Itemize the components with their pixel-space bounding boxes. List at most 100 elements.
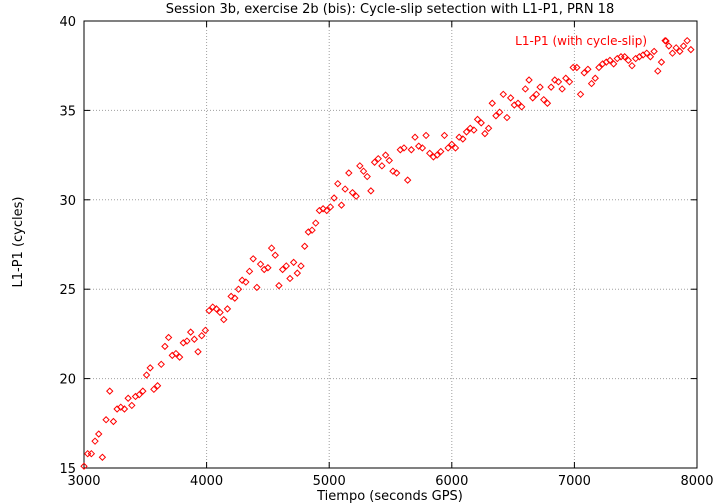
data-point (683, 36, 691, 45)
data-point (117, 403, 125, 411)
data-point (606, 56, 614, 65)
data-point (687, 45, 695, 54)
data-point (466, 124, 474, 132)
data-points (80, 36, 695, 470)
y-tick-label: 40 (59, 15, 76, 30)
data-point (142, 371, 151, 379)
data-point (227, 292, 235, 301)
chart-title: Session 3b, exercise 2b (bis): Cycle-sli… (166, 2, 614, 17)
data-point (495, 108, 504, 116)
data-point (106, 387, 114, 395)
data-point (120, 405, 129, 413)
data-point (448, 140, 456, 149)
data-point (334, 180, 342, 188)
x-tick-label: 3000 (67, 474, 100, 489)
data-point (389, 167, 397, 175)
data-point (128, 401, 136, 410)
data-point (164, 333, 173, 342)
data-point (679, 42, 688, 50)
data-point (591, 74, 599, 82)
data-point (175, 353, 184, 361)
plot-border (83, 20, 698, 469)
data-point (363, 172, 371, 181)
data-point (183, 337, 191, 345)
data-point (205, 306, 213, 315)
data-point (481, 129, 489, 138)
data-point (91, 437, 99, 445)
data-point (565, 78, 574, 86)
data-point (98, 453, 107, 461)
data-point (525, 76, 533, 84)
x-tick-label: 8000 (680, 474, 713, 489)
data-point (297, 262, 305, 270)
data-point (201, 326, 210, 335)
data-point (676, 47, 684, 56)
data-point (418, 144, 427, 152)
y-tick-label: 20 (59, 373, 76, 388)
x-tick-label: 6000 (435, 474, 468, 489)
data-point (289, 258, 298, 267)
data-point (245, 267, 254, 276)
data-point (624, 56, 633, 65)
y-tick-label: 35 (59, 104, 76, 119)
data-point (558, 85, 566, 93)
data-point (440, 131, 449, 140)
data-point (359, 167, 368, 175)
data-point (271, 251, 279, 259)
data-point (484, 124, 493, 132)
data-point (278, 265, 287, 274)
data-point (547, 83, 555, 91)
data-point (657, 58, 666, 66)
data-point (654, 67, 662, 75)
data-point (426, 149, 434, 158)
data-point (341, 185, 349, 193)
data-point (312, 219, 320, 227)
data-point (282, 262, 290, 270)
data-point (135, 390, 143, 399)
data-point (433, 151, 441, 159)
data-point (551, 76, 559, 84)
y-axis-label: L1-P1 (cycles) (11, 197, 26, 288)
data-point (595, 63, 603, 72)
data-point (139, 387, 147, 395)
data-point (157, 360, 165, 369)
axis-ticks: 3000 4000 5000 6000 7000 8000 15 20 25 30 35 40 (59, 15, 713, 489)
data-point (587, 79, 596, 88)
data-point (400, 144, 408, 152)
data-point (231, 294, 239, 302)
data-point (124, 394, 132, 402)
data-point (536, 83, 544, 91)
data-point (146, 364, 154, 372)
data-point (540, 95, 548, 104)
data-point (576, 90, 585, 99)
data-point (308, 226, 316, 234)
data-point (220, 315, 228, 324)
data-point (293, 269, 302, 277)
data-point (275, 281, 283, 290)
data-point (326, 203, 335, 211)
data-point (212, 305, 221, 313)
data-point (267, 244, 276, 252)
data-point (337, 201, 346, 209)
data-point (477, 119, 485, 127)
data-point (650, 47, 658, 56)
data-point (492, 112, 500, 120)
data-point (385, 156, 393, 165)
data-point (514, 99, 522, 107)
data-point (150, 385, 158, 394)
data-point (87, 449, 96, 458)
data-point (459, 135, 467, 143)
legend-marker (662, 37, 670, 45)
grid-lines (84, 21, 697, 468)
y-tick-label: 30 (59, 194, 76, 209)
data-point (503, 113, 511, 122)
data-point (620, 53, 629, 61)
data-point (473, 115, 482, 124)
data-point (499, 90, 507, 99)
x-axis-label: Tiempo (seconds GPS) (316, 489, 463, 504)
data-point (356, 162, 364, 170)
y-tick-label: 15 (59, 462, 76, 477)
data-point (646, 53, 655, 61)
data-point (580, 69, 588, 77)
data-point (562, 74, 570, 82)
